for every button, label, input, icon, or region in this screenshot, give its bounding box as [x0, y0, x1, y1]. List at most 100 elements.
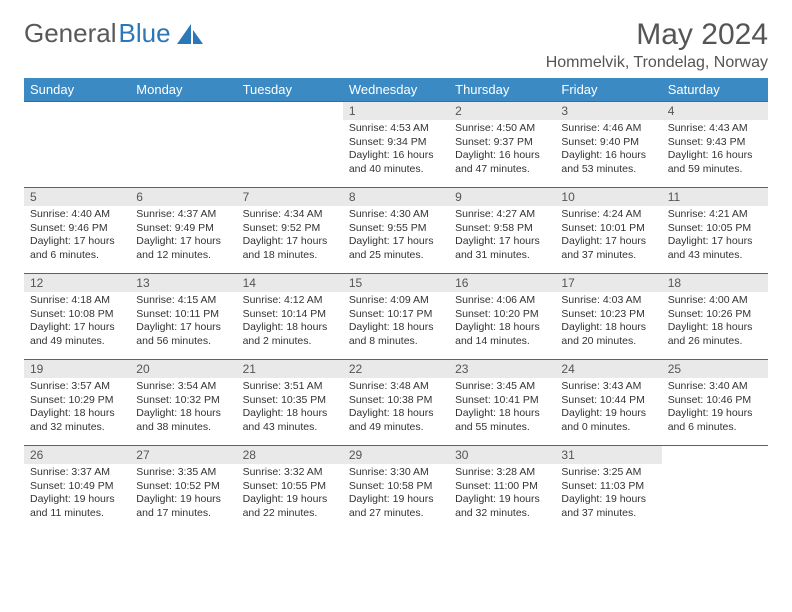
daylight-text-2: and 59 minutes.: [668, 163, 762, 177]
calendar-day-cell: 1Sunrise: 4:53 AMSunset: 9:34 PMDaylight…: [343, 102, 449, 188]
day-data: Sunrise: 4:40 AMSunset: 9:46 PMDaylight:…: [24, 206, 130, 267]
daylight-text-2: and 12 minutes.: [136, 249, 230, 263]
day-data: Sunrise: 4:50 AMSunset: 9:37 PMDaylight:…: [449, 120, 555, 181]
sunrise-text: Sunrise: 4:09 AM: [349, 294, 443, 308]
sunset-text: Sunset: 10:49 PM: [30, 480, 124, 494]
weekday-header: Monday: [130, 78, 236, 102]
daylight-text-2: and 20 minutes.: [561, 335, 655, 349]
daylight-text-2: and 25 minutes.: [349, 249, 443, 263]
daylight-text-1: Daylight: 17 hours: [349, 235, 443, 249]
daylight-text-1: Daylight: 16 hours: [561, 149, 655, 163]
daylight-text-2: and 2 minutes.: [243, 335, 337, 349]
sunrise-text: Sunrise: 3:51 AM: [243, 380, 337, 394]
calendar-day-cell: 12Sunrise: 4:18 AMSunset: 10:08 PMDaylig…: [24, 274, 130, 360]
sunset-text: Sunset: 10:41 PM: [455, 394, 549, 408]
sunrise-text: Sunrise: 3:37 AM: [30, 466, 124, 480]
daylight-text-2: and 6 minutes.: [668, 421, 762, 435]
sunrise-text: Sunrise: 4:06 AM: [455, 294, 549, 308]
daylight-text-1: Daylight: 19 hours: [243, 493, 337, 507]
daylight-text-1: Daylight: 19 hours: [561, 493, 655, 507]
day-data: Sunrise: 3:43 AMSunset: 10:44 PMDaylight…: [555, 378, 661, 439]
calendar-day-cell: 17Sunrise: 4:03 AMSunset: 10:23 PMDaylig…: [555, 274, 661, 360]
daylight-text-2: and 38 minutes.: [136, 421, 230, 435]
day-data: Sunrise: 3:57 AMSunset: 10:29 PMDaylight…: [24, 378, 130, 439]
sunset-text: Sunset: 10:46 PM: [668, 394, 762, 408]
daylight-text-2: and 31 minutes.: [455, 249, 549, 263]
sunrise-text: Sunrise: 3:45 AM: [455, 380, 549, 394]
daylight-text-1: Daylight: 18 hours: [349, 407, 443, 421]
daylight-text-1: Daylight: 18 hours: [243, 407, 337, 421]
daylight-text-1: Daylight: 18 hours: [561, 321, 655, 335]
sunrise-text: Sunrise: 4:46 AM: [561, 122, 655, 136]
calendar-day-cell: 24Sunrise: 3:43 AMSunset: 10:44 PMDaylig…: [555, 360, 661, 446]
sunrise-text: Sunrise: 4:15 AM: [136, 294, 230, 308]
daylight-text-2: and 37 minutes.: [561, 249, 655, 263]
daylight-text-1: Daylight: 19 hours: [30, 493, 124, 507]
day-number: 5: [24, 188, 130, 206]
day-data: Sunrise: 3:30 AMSunset: 10:58 PMDaylight…: [343, 464, 449, 525]
day-number: 25: [662, 360, 768, 378]
sunset-text: Sunset: 9:49 PM: [136, 222, 230, 236]
day-number: 10: [555, 188, 661, 206]
daylight-text-1: Daylight: 16 hours: [455, 149, 549, 163]
day-number: 30: [449, 446, 555, 464]
sunset-text: Sunset: 10:58 PM: [349, 480, 443, 494]
sunrise-text: Sunrise: 4:34 AM: [243, 208, 337, 222]
daylight-text-1: Daylight: 17 hours: [30, 235, 124, 249]
calendar-day-cell: [130, 102, 236, 188]
daylight-text-2: and 0 minutes.: [561, 421, 655, 435]
day-data: Sunrise: 4:30 AMSunset: 9:55 PMDaylight:…: [343, 206, 449, 267]
sunset-text: Sunset: 10:08 PM: [30, 308, 124, 322]
day-number: 11: [662, 188, 768, 206]
day-number: 15: [343, 274, 449, 292]
weekday-header: Sunday: [24, 78, 130, 102]
day-data: Sunrise: 4:24 AMSunset: 10:01 PMDaylight…: [555, 206, 661, 267]
daylight-text-1: Daylight: 17 hours: [455, 235, 549, 249]
day-number: 26: [24, 446, 130, 464]
daylight-text-2: and 22 minutes.: [243, 507, 337, 521]
daylight-text-1: Daylight: 18 hours: [30, 407, 124, 421]
daylight-text-2: and 11 minutes.: [30, 507, 124, 521]
day-number: 28: [237, 446, 343, 464]
daylight-text-1: Daylight: 19 hours: [349, 493, 443, 507]
calendar-day-cell: [24, 102, 130, 188]
day-number: 20: [130, 360, 236, 378]
daylight-text-2: and 26 minutes.: [668, 335, 762, 349]
weekday-header: Friday: [555, 78, 661, 102]
day-data: Sunrise: 3:37 AMSunset: 10:49 PMDaylight…: [24, 464, 130, 525]
sunset-text: Sunset: 11:00 PM: [455, 480, 549, 494]
sunrise-text: Sunrise: 3:25 AM: [561, 466, 655, 480]
day-number: 1: [343, 102, 449, 120]
sunset-text: Sunset: 10:11 PM: [136, 308, 230, 322]
sunset-text: Sunset: 11:03 PM: [561, 480, 655, 494]
day-data: Sunrise: 3:40 AMSunset: 10:46 PMDaylight…: [662, 378, 768, 439]
sunset-text: Sunset: 10:26 PM: [668, 308, 762, 322]
sunset-text: Sunset: 10:52 PM: [136, 480, 230, 494]
day-data: Sunrise: 3:32 AMSunset: 10:55 PMDaylight…: [237, 464, 343, 525]
daylight-text-2: and 55 minutes.: [455, 421, 549, 435]
sunrise-text: Sunrise: 3:43 AM: [561, 380, 655, 394]
calendar-table: Sunday Monday Tuesday Wednesday Thursday…: [24, 78, 768, 532]
calendar-day-cell: [237, 102, 343, 188]
sunrise-text: Sunrise: 4:30 AM: [349, 208, 443, 222]
day-data: Sunrise: 3:45 AMSunset: 10:41 PMDaylight…: [449, 378, 555, 439]
day-data: Sunrise: 4:43 AMSunset: 9:43 PMDaylight:…: [662, 120, 768, 181]
sunrise-text: Sunrise: 4:12 AM: [243, 294, 337, 308]
daylight-text-2: and 49 minutes.: [349, 421, 443, 435]
sunset-text: Sunset: 10:32 PM: [136, 394, 230, 408]
sunrise-text: Sunrise: 3:35 AM: [136, 466, 230, 480]
sunset-text: Sunset: 10:35 PM: [243, 394, 337, 408]
day-number: 7: [237, 188, 343, 206]
daylight-text-1: Daylight: 17 hours: [136, 321, 230, 335]
sunset-text: Sunset: 10:29 PM: [30, 394, 124, 408]
daylight-text-1: Daylight: 17 hours: [243, 235, 337, 249]
sunrise-text: Sunrise: 3:40 AM: [668, 380, 762, 394]
calendar-day-cell: 18Sunrise: 4:00 AMSunset: 10:26 PMDaylig…: [662, 274, 768, 360]
calendar-day-cell: 10Sunrise: 4:24 AMSunset: 10:01 PMDaylig…: [555, 188, 661, 274]
calendar-day-cell: 6Sunrise: 4:37 AMSunset: 9:49 PMDaylight…: [130, 188, 236, 274]
day-number: 24: [555, 360, 661, 378]
calendar-body: 1Sunrise: 4:53 AMSunset: 9:34 PMDaylight…: [24, 102, 768, 532]
day-data: Sunrise: 4:18 AMSunset: 10:08 PMDaylight…: [24, 292, 130, 353]
daylight-text-2: and 27 minutes.: [349, 507, 443, 521]
day-data: Sunrise: 4:03 AMSunset: 10:23 PMDaylight…: [555, 292, 661, 353]
